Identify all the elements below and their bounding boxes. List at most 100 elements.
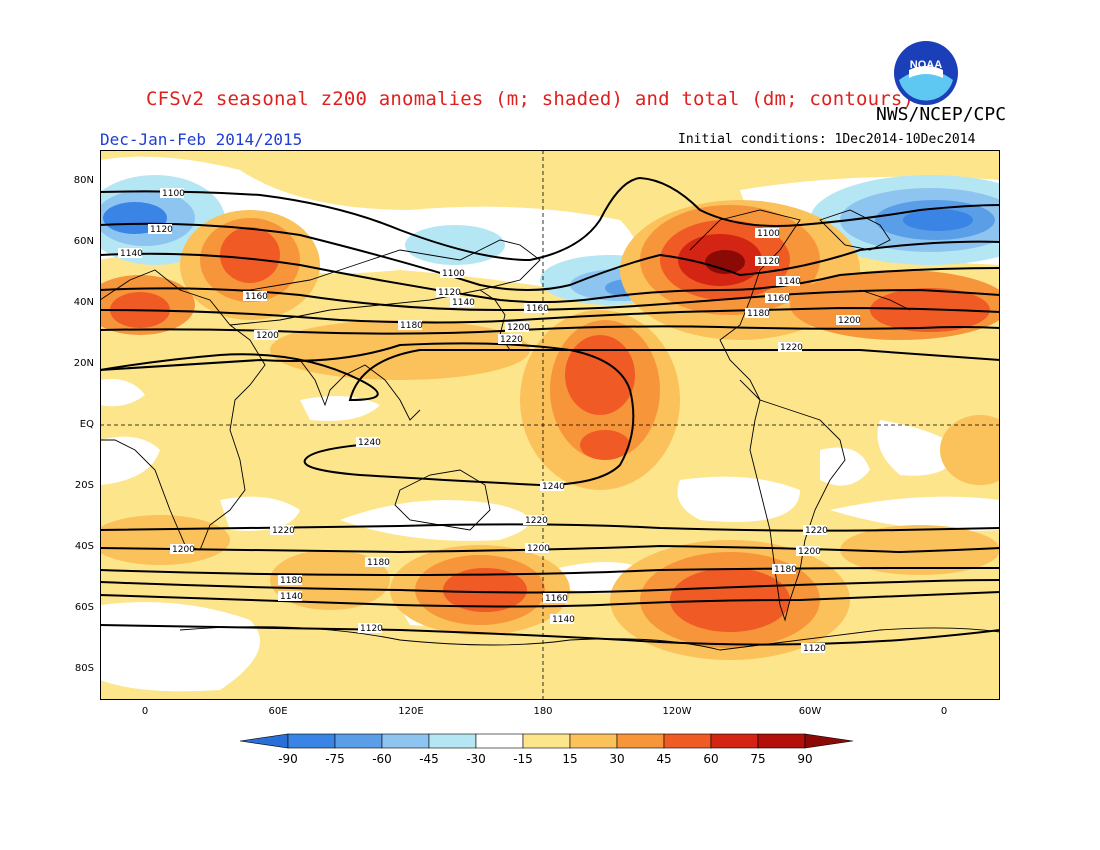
svg-text:1220: 1220 [272,526,295,536]
noaa-logo-icon: NOAA [894,41,958,105]
svg-text:1140: 1140 [778,277,801,287]
contour-label-1240: 1240 [540,481,565,492]
lat-label-40n: 40N [73,297,94,308]
svg-text:1240: 1240 [358,438,381,448]
contour-label-1200: 1200 [796,546,821,557]
lat-label-60n: 60N [73,236,94,247]
svg-text:1180: 1180 [400,321,423,331]
svg-text:1220: 1220 [780,343,803,353]
contour-label-1220: 1220 [803,525,828,536]
svg-text:1220: 1220 [805,526,828,536]
reference-lines [100,150,1000,700]
period-label: Dec-Jan-Feb 2014/2015 [100,130,303,149]
contour-label-1220: 1220 [270,525,295,536]
contour-label-1140: 1140 [776,276,801,287]
lat-label-80s: 80S [74,663,94,674]
positive-anomalies [100,200,1000,660]
svg-text:1160: 1160 [526,304,549,314]
contour-label-1120: 1120 [148,224,173,235]
color-bar-segment [522,733,571,749]
anomaly-map: 1100 1120 1140 1160 1200 1100 1120 1140 … [100,150,1000,700]
color-bar-label: 15 [562,752,578,766]
contour-label-1180: 1180 [772,564,797,575]
lat-label-60s: 60S [74,602,94,613]
svg-text:1200: 1200 [527,544,550,554]
contour-label-1140: 1140 [118,248,143,259]
lon-label-60e: 60E [268,706,288,717]
lon-label-60w: 60W [798,706,822,717]
color-bar-label: -60 [372,752,392,766]
color-bar-segment [616,733,665,749]
contour-label-1100: 1100 [755,228,780,239]
svg-text:1100: 1100 [442,269,465,279]
color-bar-label: -45 [419,752,439,766]
contour-label-1180: 1180 [365,557,390,568]
contour-label-1140: 1140 [278,591,303,602]
contour-label-1200: 1200 [505,322,530,333]
contour-label-1120: 1120 [436,287,461,298]
color-bar-label: 75 [750,752,766,766]
svg-text:1140: 1140 [552,615,575,625]
svg-text:1200: 1200 [256,331,279,341]
svg-text:1200: 1200 [798,547,821,557]
svg-text:1120: 1120 [150,225,173,235]
color-bar-segment [381,733,430,749]
contour-label-1140: 1140 [450,297,475,308]
contour-labels: 1100 1120 1140 1160 1200 1100 1120 1140 … [118,188,861,654]
color-bar-label: 90 [797,752,813,766]
color-bar [240,733,854,749]
contour-label-1180: 1180 [398,320,423,331]
color-bar-label: -90 [278,752,298,766]
svg-text:1220: 1220 [500,335,523,345]
color-bar-label: 30 [609,752,625,766]
color-bar-segment [757,733,806,749]
color-bar-arrow-right [804,733,854,749]
contour-label-1220: 1220 [778,342,803,353]
svg-text:1120: 1120 [360,624,383,634]
lon-label-0-east: 0 [940,706,948,717]
svg-text:1180: 1180 [367,558,390,568]
contour-label-1160: 1160 [543,593,568,604]
svg-text:1160: 1160 [767,294,790,304]
lat-label-20s: 20S [74,480,94,491]
svg-text:1160: 1160 [545,594,568,604]
contour-label-1200: 1200 [525,543,550,554]
color-bar-segment [569,733,618,749]
contour-label-1200: 1200 [836,315,861,326]
initial-conditions-label: Initial conditions: 1Dec2014-10Dec2014 [678,132,976,147]
contour-label-1180: 1180 [745,308,770,319]
svg-text:1180: 1180 [774,565,797,575]
color-bar-segments [240,733,854,749]
contour-label-1100: 1100 [160,188,185,199]
lat-label-eq: EQ [79,419,94,430]
contour-label-1140: 1140 [550,614,575,625]
contour-label-1200: 1200 [254,330,279,341]
lon-label-120e: 120E [398,706,424,717]
svg-text:1140: 1140 [452,298,475,308]
lon-label-120w: 120W [662,706,692,717]
svg-text:1100: 1100 [162,189,185,199]
svg-text:1140: 1140 [120,249,143,259]
lon-label-180: 180 [533,706,553,717]
svg-text:1120: 1120 [438,288,461,298]
color-bar-segment [287,733,336,749]
color-bar-arrow-left [240,733,289,749]
contour-label-1120: 1120 [801,643,826,654]
lat-label-80n: 80N [73,175,94,186]
svg-text:1200: 1200 [172,545,195,555]
contour-label-1120: 1120 [755,256,780,267]
svg-text:1200: 1200 [838,316,861,326]
contour-label-1160: 1160 [243,291,268,302]
contour-label-1220: 1220 [498,334,523,345]
contour-label-1240: 1240 [356,437,381,448]
svg-text:1160: 1160 [245,292,268,302]
svg-text:1120: 1120 [803,644,826,654]
contour-label-1100: 1100 [440,268,465,279]
map-title: CFSv2 seasonal z200 anomalies (m; shaded… [146,88,915,110]
lat-label-20n: 20N [73,358,94,369]
logo-text: NOAA [910,59,942,71]
svg-text:1120: 1120 [757,257,780,267]
svg-text:1200: 1200 [507,323,530,333]
color-bar-segment [334,733,383,749]
color-bar-label: -75 [325,752,345,766]
